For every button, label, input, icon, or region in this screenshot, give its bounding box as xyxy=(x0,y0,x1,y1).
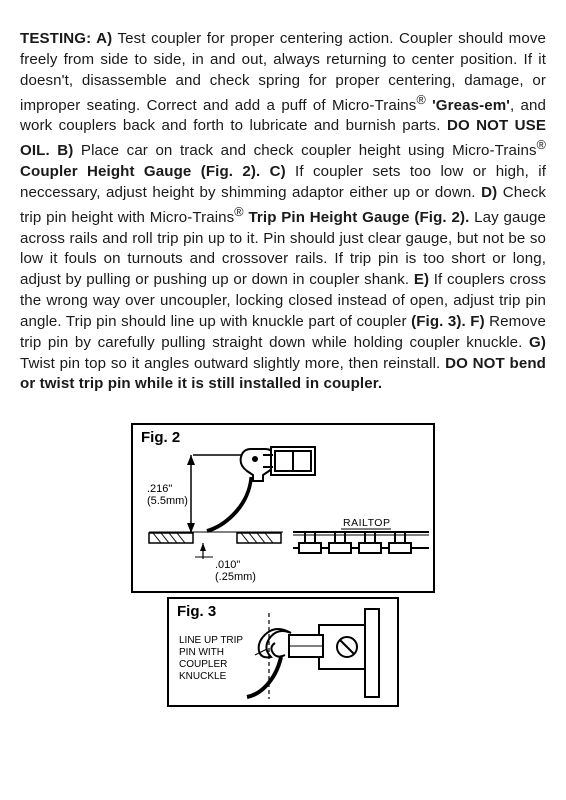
fig2-drawing xyxy=(133,425,433,591)
figure-2: Fig. 2 .216" (5.5mm) .010" (.25mm) RAILT… xyxy=(131,423,435,593)
seg9: Twist pin top so it angles outward sligh… xyxy=(20,355,445,372)
instructions-paragraph: TESTING: A) Test coupler for proper cent… xyxy=(20,29,546,395)
reg1: ® xyxy=(416,93,425,107)
reg3: ® xyxy=(234,205,243,219)
step-g: G) xyxy=(529,334,546,351)
step-e: E) xyxy=(414,271,429,288)
reg2: ® xyxy=(537,138,546,152)
seg3: Place car on track and check coupler hei… xyxy=(73,142,536,159)
coupler-height-gauge: Coupler Height Gauge (Fig. 2). C) xyxy=(20,163,286,180)
step-d: D) xyxy=(481,184,497,201)
figure-3: Fig. 3 LINE UP TRIP PIN WITH COUPLER KNU… xyxy=(167,597,399,707)
figures-container: Fig. 2 .216" (5.5mm) .010" (.25mm) RAILT… xyxy=(20,423,546,707)
page: TESTING: A) Test coupler for proper cent… xyxy=(0,0,566,727)
fig3-drawing xyxy=(169,599,397,705)
testing-heading: TESTING: A) xyxy=(20,30,112,47)
trip-pin-gauge: Trip Pin Height Gauge (Fig. 2). xyxy=(248,209,469,226)
fig3-f: (Fig. 3). F) xyxy=(411,313,485,330)
greasem: 'Greas-em' xyxy=(432,97,510,114)
